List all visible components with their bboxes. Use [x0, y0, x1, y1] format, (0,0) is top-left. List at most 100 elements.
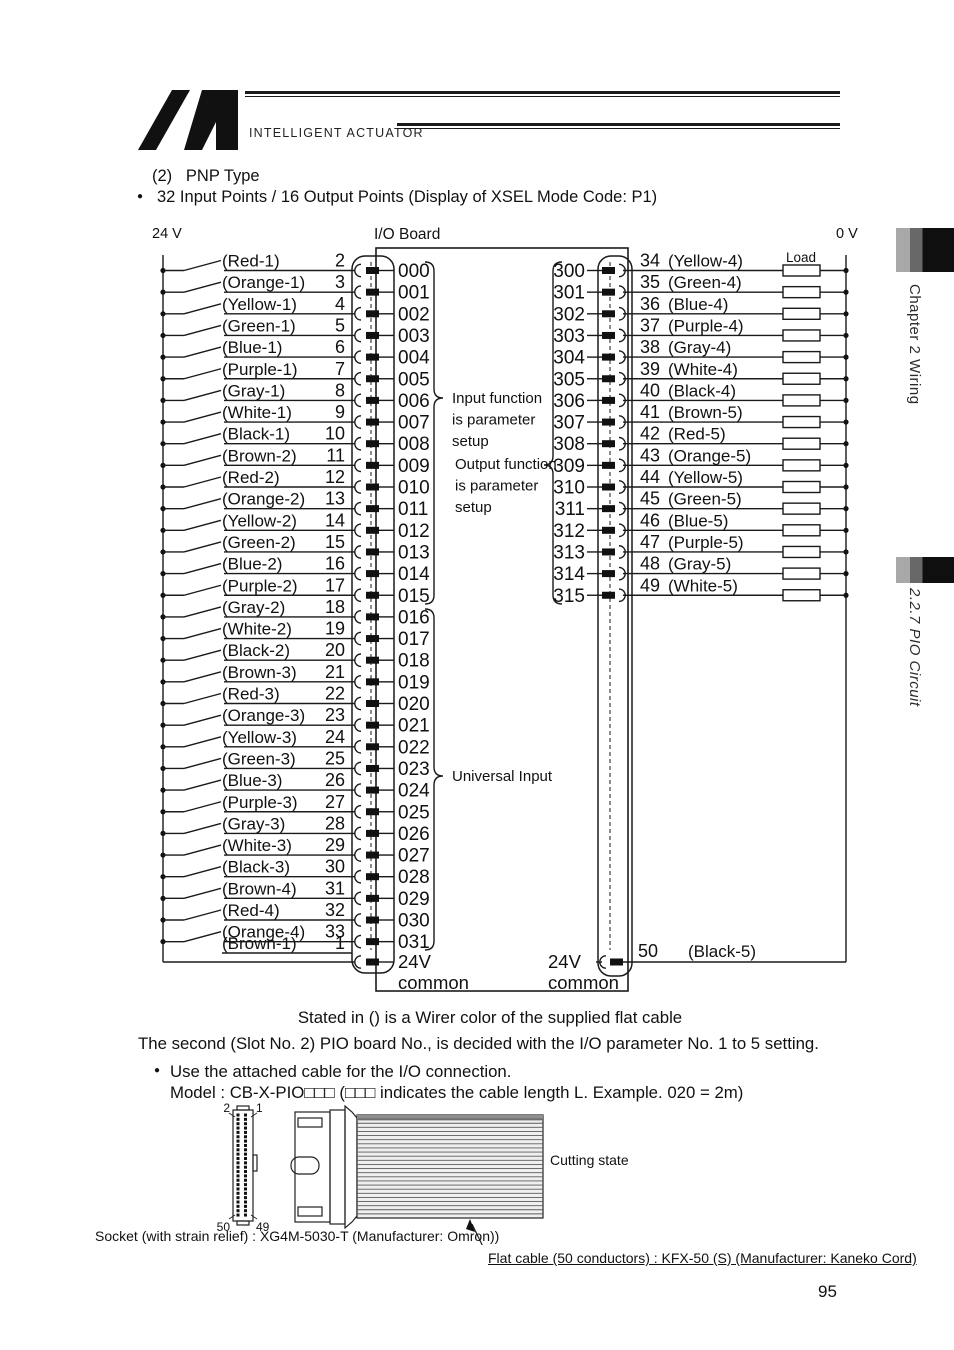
- socket-pin: [236, 1113, 240, 1117]
- load-resistor: [782, 480, 821, 494]
- pin-contact-arc: [354, 350, 362, 364]
- signal-number: 022: [398, 737, 430, 758]
- pin-number: 2: [335, 251, 345, 271]
- wire-color-label: (Purple-5): [668, 533, 744, 552]
- common-label-word: common: [398, 972, 469, 993]
- signal-number: 305: [553, 369, 585, 390]
- socket-pin: [236, 1152, 240, 1156]
- input-row: [163, 692, 394, 711]
- wire-color-label: (Black-2): [222, 641, 290, 660]
- wire-color-label: (Red-2): [222, 468, 280, 487]
- pin-number: 1: [335, 933, 345, 953]
- pin-number: 21: [325, 662, 345, 682]
- socket-pin: [236, 1139, 240, 1143]
- socket-note: Socket (with strain relief) : XG4M-5030-…: [95, 1228, 500, 1244]
- ribbon-top-band: [357, 1115, 543, 1121]
- signal-number: 016: [398, 607, 430, 628]
- socket-pin: [236, 1143, 240, 1147]
- housing-clip: [290, 1156, 320, 1175]
- input-row: [163, 476, 394, 494]
- pin-contact-square: [602, 440, 615, 448]
- switch-blade: [183, 736, 222, 748]
- socket-pin: [236, 1170, 240, 1174]
- signal-number: 012: [398, 521, 430, 542]
- pin-number: 32: [325, 900, 345, 920]
- switch-blade: [183, 822, 222, 835]
- socket-pin: [244, 1117, 247, 1121]
- pin-number: 34: [640, 251, 660, 271]
- pin-contact-square: [366, 700, 379, 707]
- wire-color-label: (Red-4): [222, 901, 280, 920]
- switch-blade: [183, 454, 222, 467]
- wire-color-label: (Orange-2): [222, 490, 305, 509]
- wire-color-label: (Brown-3): [222, 663, 297, 682]
- input-row: [163, 909, 394, 927]
- wire-color-label: (Red-3): [222, 685, 280, 704]
- input-function-brace: [424, 261, 444, 605]
- wire-color-label: (Purple-4): [668, 316, 744, 335]
- pin-contact-square: [366, 483, 379, 491]
- pin-contact-square: [366, 786, 379, 794]
- switch-blade: [183, 389, 222, 402]
- wire-color-label: (Red-1): [222, 252, 280, 271]
- signal-number: 309: [553, 456, 585, 477]
- pin-contact-arc: [354, 415, 362, 429]
- pin-number: 19: [325, 619, 345, 639]
- pin-contact-square: [602, 418, 615, 426]
- signal-number: 010: [398, 478, 430, 499]
- input-row: [163, 714, 394, 733]
- pin-number: 50: [638, 941, 658, 961]
- switch-blade: [183, 887, 222, 900]
- pin-contact-square: [602, 461, 615, 469]
- pin-number: 46: [640, 510, 660, 530]
- input-row: [163, 801, 394, 819]
- pin-contact-square: [366, 461, 379, 469]
- switch-blade: [183, 930, 222, 943]
- pin-contact-arc: [599, 955, 607, 969]
- output-function-note: is parameter: [455, 478, 538, 495]
- signal-number: 307: [553, 413, 585, 434]
- pin-contact-square: [366, 635, 379, 643]
- wire-color-label: (Brown-5): [668, 403, 743, 422]
- common-label-word: common: [548, 972, 619, 993]
- pio-wiring-diagram: 24 V I/O Board 0 V Load (Red-1) 2 000 (Orange-1…: [152, 226, 858, 993]
- socket-pin: [244, 1178, 247, 1182]
- signal-number: 001: [398, 283, 430, 304]
- load-label: Load: [786, 250, 816, 265]
- socket-pin: [236, 1165, 240, 1169]
- pin-contact-square: [366, 851, 379, 859]
- wire-color-label: (Black-5): [688, 942, 756, 961]
- wire-color-label: (Black-1): [222, 425, 290, 444]
- pin-contact-arc: [354, 393, 362, 408]
- brand-text: INTELLIGENT ACTUATOR: [249, 126, 424, 140]
- wire-color-label: (Purple-1): [222, 360, 298, 379]
- signal-number: 015: [398, 586, 430, 607]
- pin-number: 20: [325, 640, 345, 660]
- signal-number: 007: [398, 413, 430, 434]
- pin-number: 15: [325, 532, 345, 552]
- pin-contact-arc: [354, 631, 362, 646]
- input-row: [163, 649, 394, 668]
- figure-pin-2-label: 2: [223, 1101, 230, 1115]
- socket-pin: [244, 1148, 247, 1152]
- input-row: [163, 497, 394, 516]
- input-row: [163, 606, 394, 624]
- socket-pin: [244, 1187, 247, 1191]
- pin-number: 31: [325, 878, 345, 898]
- wire-color-label: (White-3): [222, 836, 292, 855]
- signal-number: 002: [398, 304, 430, 325]
- signal-number: 306: [553, 391, 585, 412]
- input-row: [163, 822, 394, 841]
- output-row: [587, 436, 846, 451]
- input-function-note: Input function: [452, 390, 542, 407]
- socket-bottom-tab: [236, 1220, 250, 1226]
- socket-pin: [236, 1213, 240, 1217]
- load-resistor: [782, 285, 821, 299]
- common-label-24v: 24V: [548, 951, 582, 972]
- diagram-fills: [160, 267, 849, 966]
- pin-number: 37: [640, 315, 660, 335]
- section-tab-marker: [896, 557, 954, 583]
- pin-number: 23: [325, 705, 345, 725]
- ground-label: 0 V: [836, 226, 858, 242]
- cutting-state-label: Cutting state: [550, 1152, 629, 1168]
